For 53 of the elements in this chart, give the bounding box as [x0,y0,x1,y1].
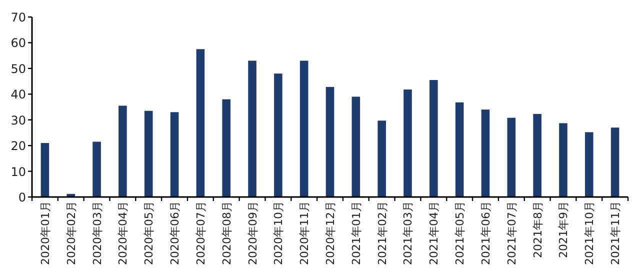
y-tick-label: 70 [10,10,26,24]
bar [300,60,308,197]
y-tick-label: 20 [10,139,26,154]
x-tick-label: 2020年06月 [168,201,182,265]
x-tick-label: 2021年03月 [402,201,415,265]
bar [222,99,230,197]
x-tick-label: 2020年05月 [142,201,156,265]
bar [92,142,101,197]
bar [118,106,127,197]
bar [170,112,179,197]
x-tick-label: 2021年02月 [376,201,389,265]
bar [507,118,516,197]
bar [274,74,282,197]
bar [610,128,620,197]
x-tick-label: 2020年09月 [246,201,260,265]
x-tick-label: 2020年02月 [64,201,78,265]
x-tick-label: 2020年07月 [194,201,208,265]
bar [533,114,542,197]
bar [378,120,386,197]
x-tick-label: 2020年08月 [220,201,234,265]
x-tick-label: 2021年8月 [531,201,544,258]
y-tick-label: 50 [10,62,26,76]
x-tick-label: 2020年10月 [272,201,286,265]
bar [196,49,205,197]
x-tick-label: 2020年01月 [38,201,52,265]
y-tick-label: 30 [10,113,26,128]
x-tick-label: 2021年05月 [454,201,467,265]
y-tick-label: 0 [18,190,26,204]
bar [40,143,50,197]
x-tick-label: 2021年9月 [557,201,570,258]
bar [430,80,438,197]
bar [584,132,594,197]
y-tick-label: 40 [10,88,26,102]
bar [559,123,568,197]
x-tick-label: 2020年12月 [324,201,337,265]
x-tick-label: 2021年04月 [428,201,441,265]
y-tick-label: 10 [10,164,26,179]
x-tick-label: 2021年07月 [505,201,518,265]
x-tick-label: 2020年11月 [298,201,312,265]
x-tick-label: 2021年11月 [609,201,622,265]
bar [404,90,412,197]
x-tick-label: 2020年03月 [90,201,104,265]
bar [248,60,256,197]
x-tick-label: 2021年06月 [479,201,492,265]
x-tick-label: 2021年10月 [583,201,596,265]
bar [481,110,490,197]
bar [352,96,360,197]
x-tick-label: 2021年01月 [350,201,363,265]
bar [144,110,153,197]
y-tick-label: 60 [10,36,26,50]
x-tick-label: 2020年04月 [116,201,130,265]
bar [455,102,464,197]
bar [326,86,334,197]
